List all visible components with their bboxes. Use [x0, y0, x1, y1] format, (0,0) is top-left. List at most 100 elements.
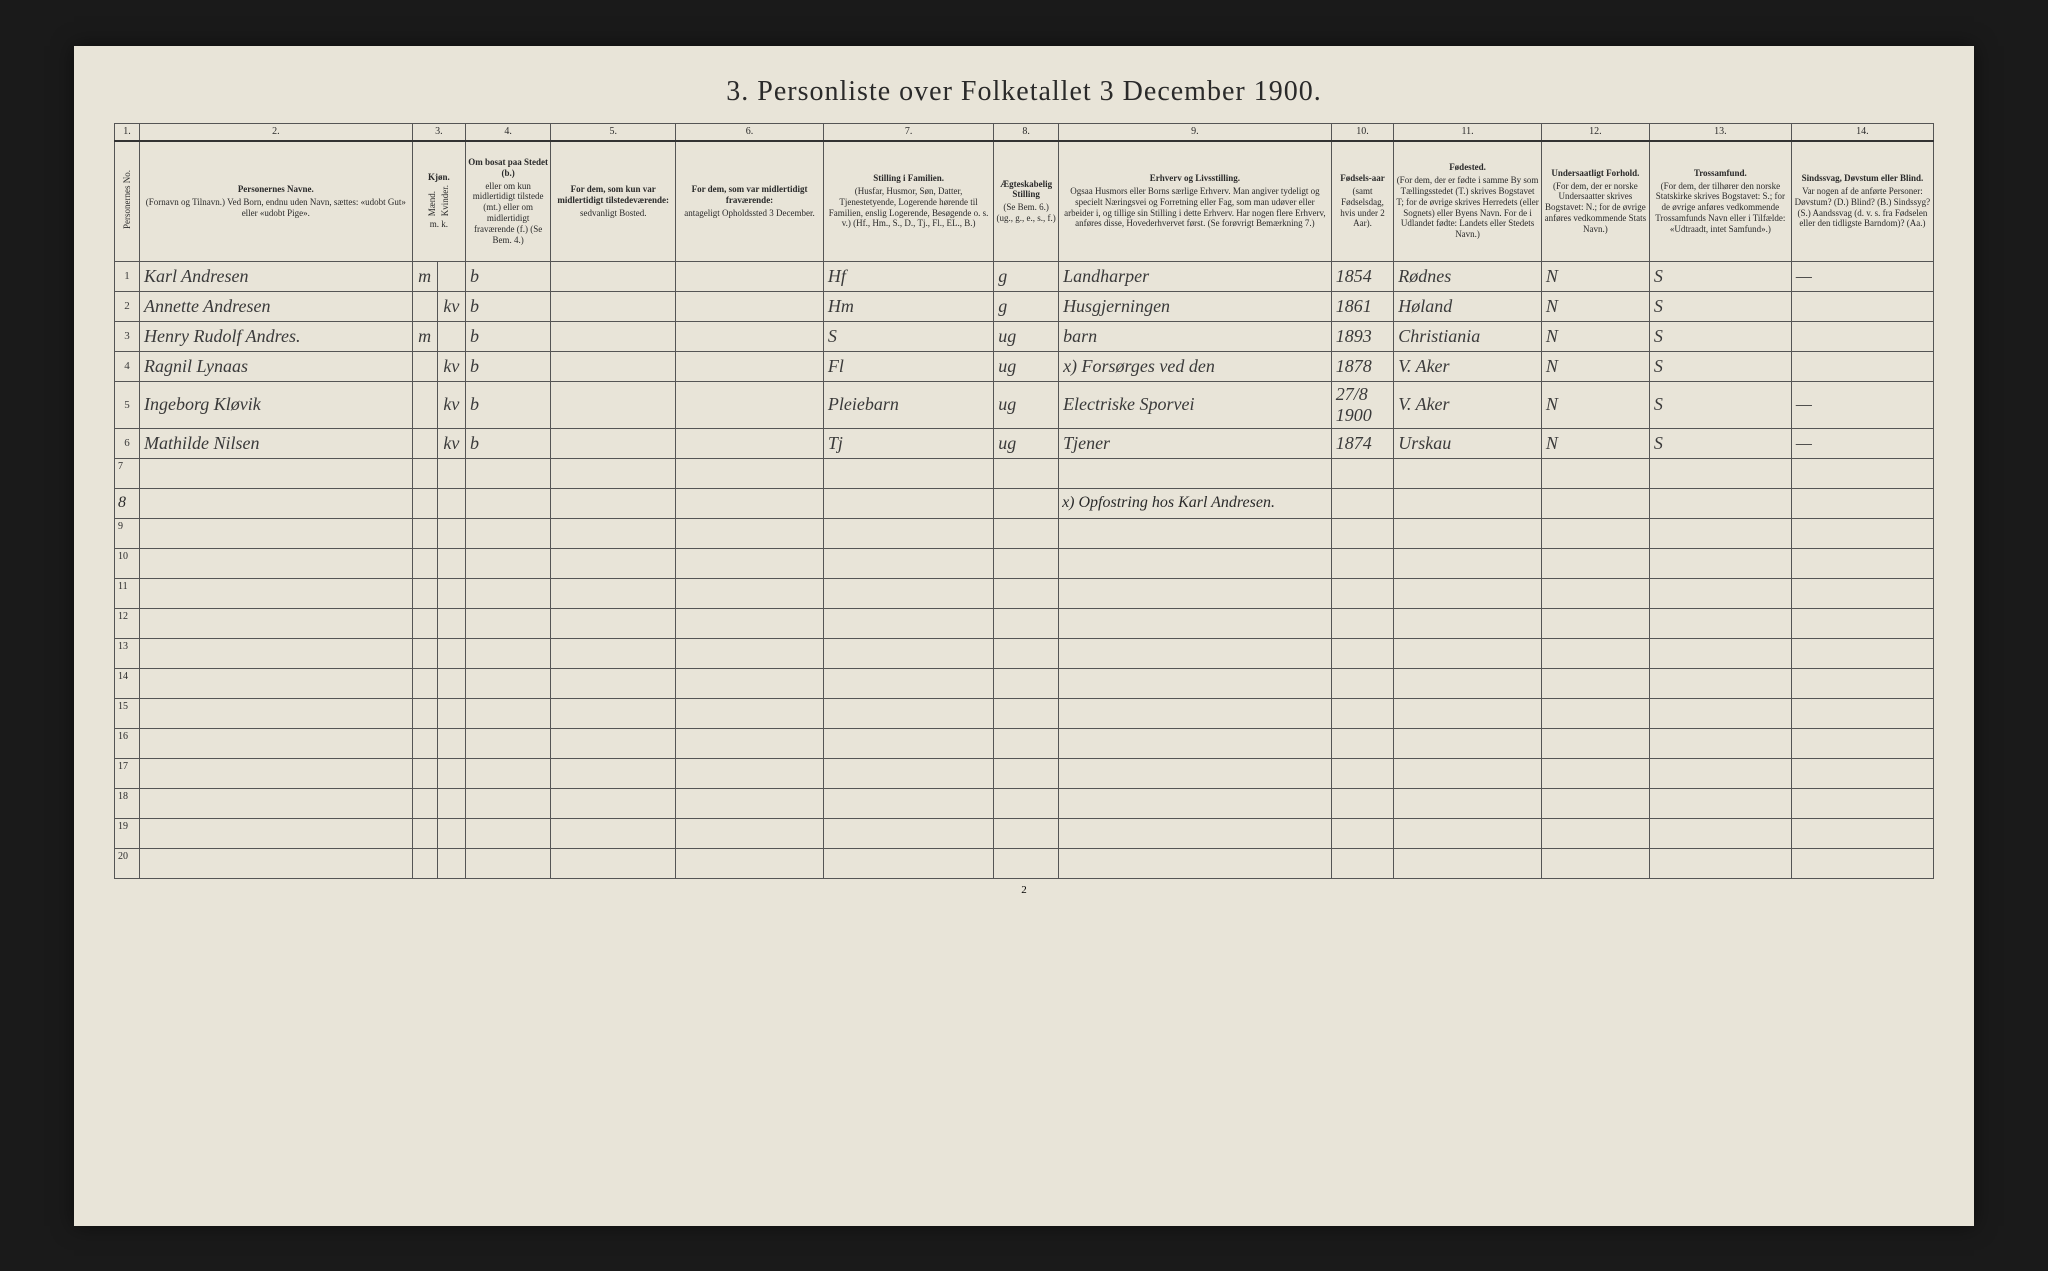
cell-c5: [551, 351, 676, 381]
table-row: 18: [115, 788, 1934, 818]
cell-name: Annette Andresen: [139, 291, 412, 321]
cell-k: kv: [437, 351, 465, 381]
colnum: 14.: [1791, 123, 1933, 141]
cell-erhverv: Husgjerningen: [1059, 291, 1332, 321]
cell-k: kv: [437, 381, 465, 428]
table-row: 16: [115, 728, 1934, 758]
cell-c5: [551, 381, 676, 428]
page-title: 3. Personliste over Folketallet 3 Decemb…: [114, 76, 1934, 108]
header-erhverv: Erhverv og Livsstilling. Ogsaa Husmors e…: [1059, 141, 1332, 261]
cell-m: [412, 351, 437, 381]
cell-stilling: Hm: [823, 291, 993, 321]
cell-sinds: [1791, 351, 1933, 381]
cell-c6: [676, 351, 824, 381]
cell-erhverv: Landharper: [1059, 261, 1332, 291]
cell-k: kv: [437, 291, 465, 321]
cell-erhverv: Electriske Sporvei: [1059, 381, 1332, 428]
header-fodested: Fødested. (For dem, der er fødte i samme…: [1394, 141, 1542, 261]
cell-tros: S: [1649, 321, 1791, 351]
cell-sinds: [1791, 291, 1933, 321]
colnum: 4.: [466, 123, 551, 141]
cell-aar: 27/8 1900: [1331, 381, 1393, 428]
table-row: 19: [115, 818, 1934, 848]
cell-name: Mathilde Nilsen: [139, 428, 412, 458]
cell-bosat: b: [466, 351, 551, 381]
colnum: 7.: [823, 123, 993, 141]
table-row: 9: [115, 518, 1934, 548]
cell-aar: 1878: [1331, 351, 1393, 381]
cell-aar: 1893: [1331, 321, 1393, 351]
cell-erhverv: barn: [1059, 321, 1332, 351]
census-table: 1. 2. 3. 4. 5. 6. 7. 8. 9. 10. 11. 12. 1…: [114, 123, 1934, 879]
header-sindssvag: Sindssvag, Døvstum eller Blind. Var noge…: [1791, 141, 1933, 261]
cell-sinds: —: [1791, 428, 1933, 458]
table-row: 6 Mathilde Nilsen kv b Tj ug Tjener 1874…: [115, 428, 1934, 458]
header-bosat: Om bosat paa Stedet (b.) eller om kun mi…: [466, 141, 551, 261]
cell-name: Karl Andresen: [139, 261, 412, 291]
cell-bosat: b: [466, 428, 551, 458]
cell-tros: S: [1649, 351, 1791, 381]
cell-fodested: Urskau: [1394, 428, 1542, 458]
table-row: 4 Ragnil Lynaas kv b Fl ug x) Forsørges …: [115, 351, 1934, 381]
cell-c6: [676, 261, 824, 291]
footnote-row: 8x) Opfostring hos Karl Andresen.: [115, 488, 1934, 518]
cell-forhold: N: [1541, 261, 1649, 291]
row-num: 5: [115, 381, 140, 428]
table-row: 11: [115, 578, 1934, 608]
census-page: 3. Personliste over Folketallet 3 Decemb…: [74, 46, 1974, 1226]
cell-aar: 1854: [1331, 261, 1393, 291]
cell-fodested: Christiania: [1394, 321, 1542, 351]
table-row: 13: [115, 638, 1934, 668]
footnote-text: x) Opfostring hos Karl Andresen.: [1059, 488, 1332, 518]
cell-stilling: S: [823, 321, 993, 351]
colnum: 12.: [1541, 123, 1649, 141]
cell-k: kv: [437, 428, 465, 458]
cell-bosat: b: [466, 261, 551, 291]
cell-name: Henry Rudolf Andres.: [139, 321, 412, 351]
colnum: 5.: [551, 123, 676, 141]
cell-fodested: V. Aker: [1394, 351, 1542, 381]
table-row: 20: [115, 848, 1934, 878]
cell-k: [437, 321, 465, 351]
table-row: 1 Karl Andresen m b Hf g Landharper 1854…: [115, 261, 1934, 291]
header-trossamfund: Trossamfund. (For dem, der tilhører den …: [1649, 141, 1791, 261]
table-row: 5 Ingeborg Kløvik kv b Pleiebarn ug Elec…: [115, 381, 1934, 428]
cell-name: Ingeborg Kløvik: [139, 381, 412, 428]
cell-sinds: —: [1791, 261, 1933, 291]
cell-erhverv: Tjener: [1059, 428, 1332, 458]
cell-c5: [551, 428, 676, 458]
header-stilling-familie: Stilling i Familien. (Husfar, Husmor, Sø…: [823, 141, 993, 261]
cell-c6: [676, 321, 824, 351]
row-num: 2: [115, 291, 140, 321]
header-row: Personernes No. Personernes Navne. (Forn…: [115, 141, 1934, 261]
cell-sinds: —: [1791, 381, 1933, 428]
cell-stilling: Pleiebarn: [823, 381, 993, 428]
cell-c6: [676, 428, 824, 458]
cell-aegte: g: [994, 261, 1059, 291]
column-number-row: 1. 2. 3. 4. 5. 6. 7. 8. 9. 10. 11. 12. 1…: [115, 123, 1934, 141]
cell-k: [437, 261, 465, 291]
colnum: 13.: [1649, 123, 1791, 141]
row-num: 3: [115, 321, 140, 351]
cell-aegte: g: [994, 291, 1059, 321]
row-num: 4: [115, 351, 140, 381]
cell-m: [412, 428, 437, 458]
colnum: 9.: [1059, 123, 1332, 141]
cell-c6: [676, 291, 824, 321]
cell-fodested: Rødnes: [1394, 261, 1542, 291]
colnum: 6.: [676, 123, 824, 141]
cell-bosat: b: [466, 321, 551, 351]
cell-aar: 1874: [1331, 428, 1393, 458]
cell-aar: 1861: [1331, 291, 1393, 321]
table-row: 15: [115, 698, 1934, 728]
cell-fodested: V. Aker: [1394, 381, 1542, 428]
cell-c5: [551, 321, 676, 351]
cell-erhverv: x) Forsørges ved den: [1059, 351, 1332, 381]
cell-stilling: Tj: [823, 428, 993, 458]
cell-m: [412, 381, 437, 428]
row-num: 1: [115, 261, 140, 291]
colnum: 10.: [1331, 123, 1393, 141]
cell-name: Ragnil Lynaas: [139, 351, 412, 381]
cell-stilling: Hf: [823, 261, 993, 291]
cell-bosat: b: [466, 381, 551, 428]
